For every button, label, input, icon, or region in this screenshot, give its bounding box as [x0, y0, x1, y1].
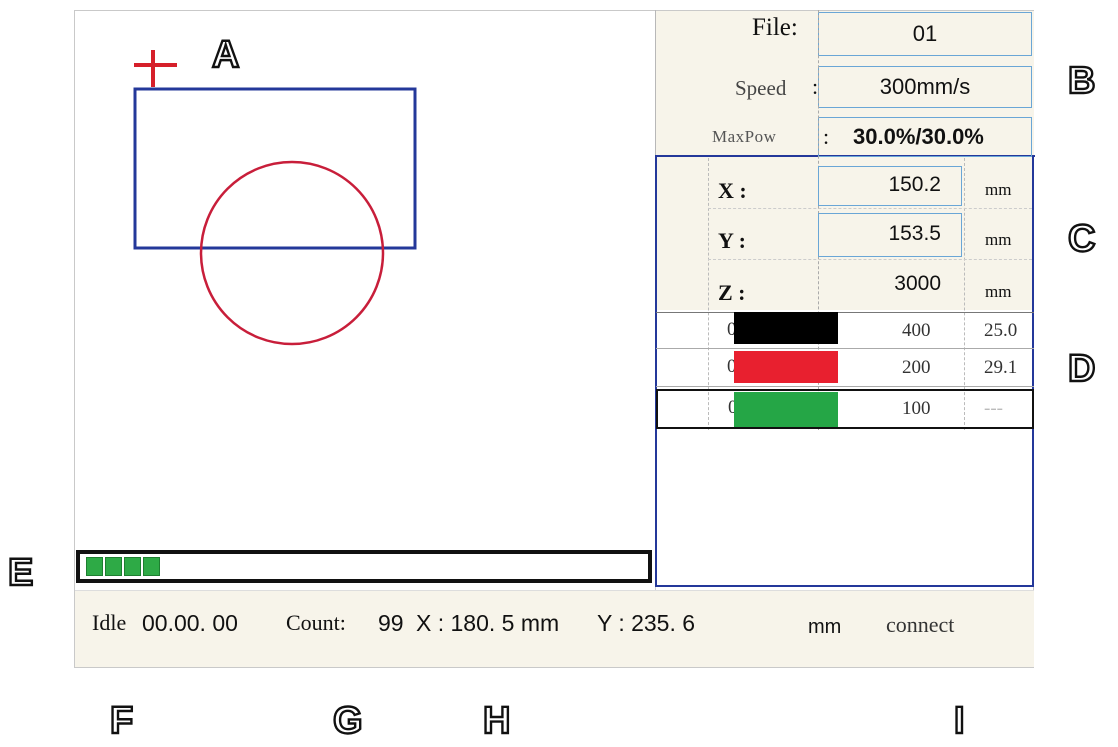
callout-i: I [953, 700, 966, 742]
layer-speed: 100 [902, 398, 931, 419]
grid-line [708, 208, 1032, 209]
status-bar [75, 590, 1034, 667]
count-value: 99 [378, 610, 404, 636]
y-axis-label: Y : [718, 228, 746, 253]
layer-row[interactable]: 01 400 25.0 [656, 312, 1034, 349]
origin-cross-icon [134, 50, 177, 87]
graphics-preview[interactable] [74, 10, 656, 590]
circle-shape [199, 160, 385, 346]
layer-power: 25.0 [984, 320, 1018, 341]
callout-h: H [482, 700, 512, 742]
x-axis-label: X : [718, 178, 747, 203]
speed-field[interactable]: 300mm/s [818, 66, 1032, 108]
grid-line [964, 158, 965, 430]
callout-c: C [1067, 218, 1097, 260]
layer-power: --- [984, 398, 1003, 419]
x-position-field[interactable]: 150.2 [818, 166, 962, 206]
x-unit: mm [985, 180, 1012, 199]
progress-segment [105, 557, 122, 576]
readout-unit: mm [808, 616, 842, 638]
callout-f: F [109, 700, 135, 742]
coords-panel [657, 157, 1032, 310]
y-unit: mm [985, 230, 1012, 249]
layer-power: 29.1 [984, 357, 1018, 378]
layer-color-swatch [734, 312, 838, 344]
progress-bar [76, 550, 652, 583]
panel-divider [655, 10, 656, 156]
machine-state: Idle [92, 610, 127, 635]
z-unit: mm [985, 282, 1012, 301]
grid-line [708, 259, 1032, 260]
panel-frame [655, 155, 1034, 587]
callout-b: B [1067, 60, 1097, 102]
count-label: Count: [286, 610, 346, 635]
callout-g: G [332, 700, 364, 742]
progress-segment [86, 557, 103, 576]
maxpow-colon: : [823, 124, 830, 149]
preview-canvas [133, 50, 417, 346]
progress-segment [143, 557, 160, 576]
callout-a: A [211, 34, 241, 76]
z-axis-label: Z : [718, 280, 746, 305]
layer-row[interactable]: 02 200 29.1 [656, 350, 1034, 387]
progress-segment [124, 557, 141, 576]
layer-color-swatch [734, 392, 838, 427]
layer-speed: 200 [902, 357, 931, 378]
rectangle-shape [133, 87, 417, 250]
y-position-field[interactable]: 153.5 [818, 213, 962, 257]
params-panel [656, 11, 1034, 156]
layer-row-selected[interactable]: 03 100 --- [656, 389, 1034, 429]
file-field[interactable]: 01 [818, 12, 1032, 56]
maxpow-field[interactable]: 30.0%/30.0% [818, 117, 1032, 157]
layer-speed: 400 [902, 320, 931, 341]
speed-label: Speed [735, 76, 787, 100]
x-readout: X : 180. 5 mm [416, 610, 560, 636]
connection-status: connect [886, 612, 955, 637]
layer-color-swatch [734, 351, 838, 383]
grid-line [708, 158, 709, 430]
y-readout: Y : 235. 6 [597, 610, 696, 636]
callout-e: E [7, 552, 35, 594]
speed-colon: : [812, 74, 819, 99]
callout-d: D [1067, 348, 1097, 390]
elapsed-time: 00.00. 00 [142, 610, 238, 636]
file-label: File: [752, 14, 798, 41]
z-position-field[interactable]: 3000 [894, 272, 941, 295]
maxpow-label: MaxPow [712, 127, 777, 146]
